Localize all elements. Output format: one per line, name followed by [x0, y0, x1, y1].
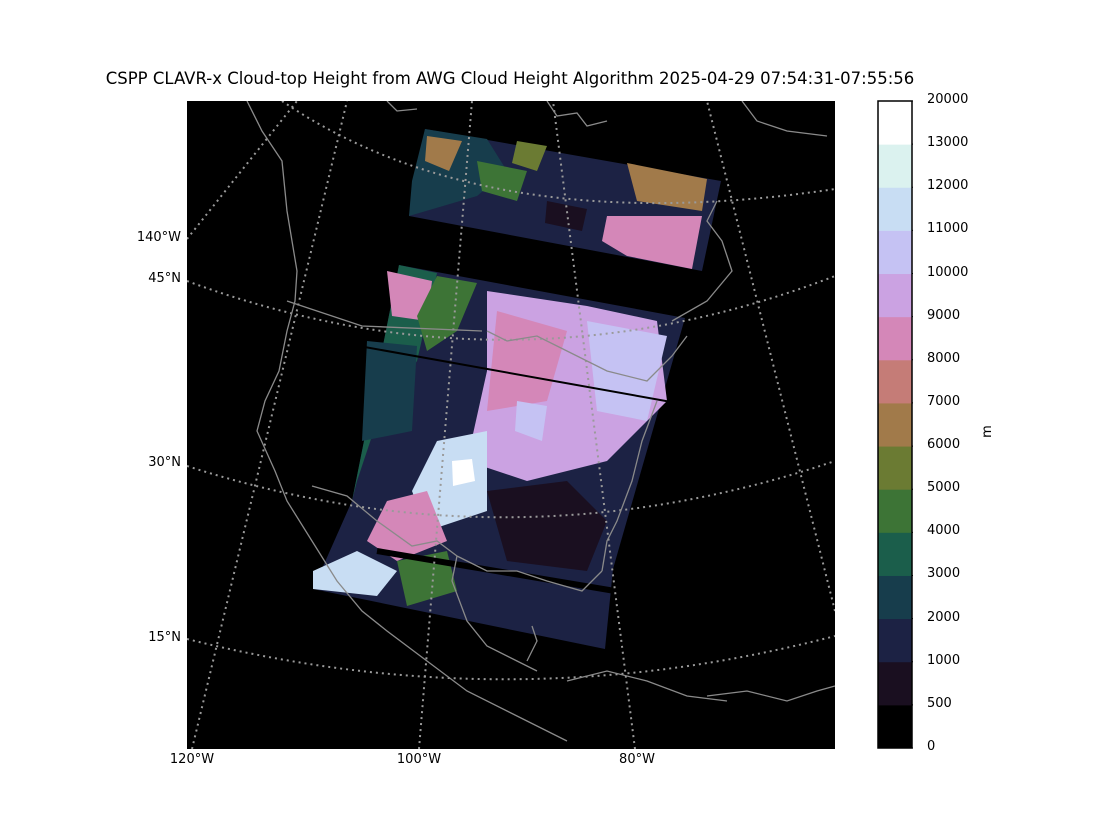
colorbar-segment — [878, 661, 912, 706]
colorbar-tick-label: 8000 — [927, 350, 961, 366]
graticule — [187, 101, 835, 749]
colorbar-segment — [878, 101, 912, 145]
colorbar-segment — [878, 489, 912, 533]
colorbar-tick-label: 0 — [927, 739, 936, 754]
colorbar-tick-label: 13000 — [927, 135, 969, 151]
colorbar-segment — [878, 359, 912, 404]
swath-gap — [358, 345, 678, 404]
colorbar-tick-label: 5000 — [927, 480, 961, 496]
map-panel — [187, 101, 835, 749]
lat-label: 15°N — [148, 630, 181, 645]
colorbar-segment — [878, 230, 912, 275]
colorbar-tick-label: 1000 — [927, 652, 961, 668]
colorbar-segment — [878, 446, 912, 490]
lon-label-bottom: 80°W — [619, 752, 655, 767]
colorbar-frame — [877, 100, 913, 749]
lon-label-bottom: 120°W — [169, 752, 215, 767]
colorbar-tick-label: 500 — [927, 695, 952, 711]
colorbar-tick-label: 6000 — [927, 437, 961, 453]
colorbar-segment — [878, 704, 912, 749]
lat-label: 45°N — [148, 271, 181, 286]
colorbar-segment — [878, 618, 912, 663]
coastlines — [246, 101, 835, 742]
colorbar-tick-label: 11000 — [927, 221, 969, 237]
colorbar-segment — [878, 144, 912, 188]
colorbar — [877, 100, 913, 749]
colorbar-tick-label: 12000 — [927, 178, 969, 194]
colorbar-segment — [878, 273, 912, 318]
colorbar-tick-label: 4000 — [927, 523, 961, 539]
colorbar-tick-label: 3000 — [927, 566, 961, 582]
lon-label-bottom: 100°W — [396, 752, 442, 767]
chart-title: CSPP CLAVR-x Cloud-top Height from AWG C… — [105, 69, 915, 88]
colorbar-segment — [878, 187, 912, 231]
colorbar-segment — [878, 316, 912, 361]
colorbar-tick-label: 9000 — [927, 307, 961, 323]
colorbar-segment — [878, 575, 912, 620]
colorbar-segment — [878, 402, 912, 447]
colorbar-unit-label: m — [979, 425, 995, 438]
colorbar-tick-label: 20000 — [927, 92, 969, 107]
colorbar-segment — [878, 532, 912, 576]
colorbar-tick-label: 2000 — [927, 609, 961, 625]
colorbar-tick-label: 10000 — [927, 264, 969, 280]
lon-label-left: 140°W — [136, 230, 181, 245]
lat-label: 30°N — [148, 455, 181, 470]
colorbar-tick-label: 7000 — [927, 393, 961, 409]
